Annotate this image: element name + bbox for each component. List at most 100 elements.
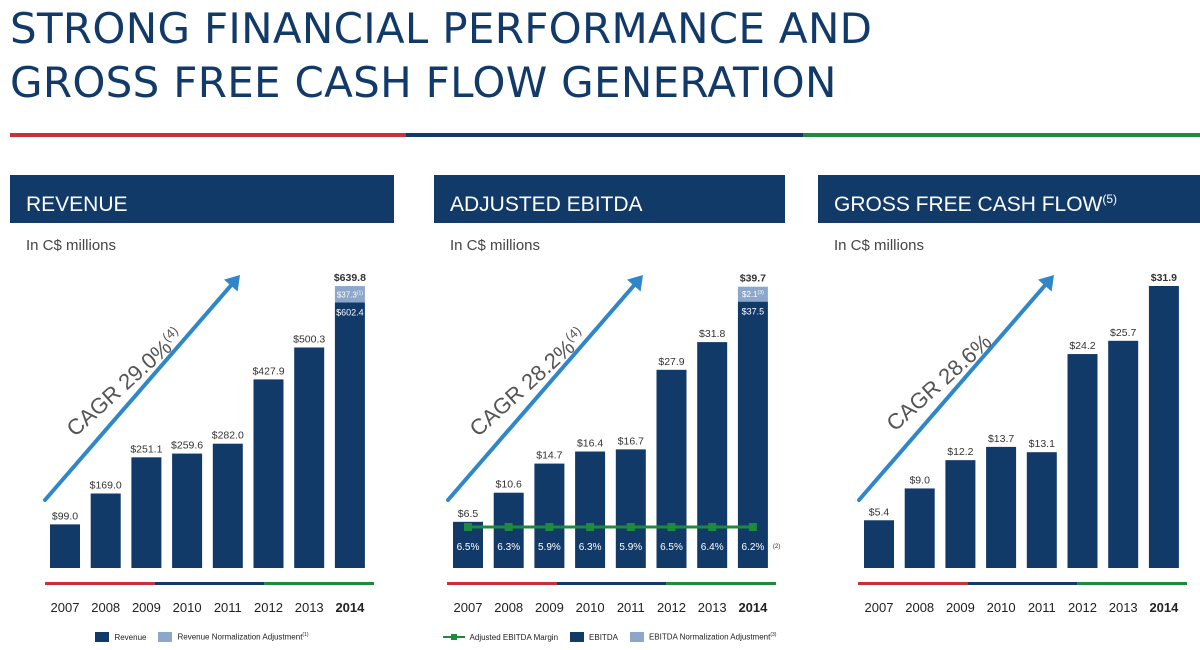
ebitda-margin-label: 6.3%: [579, 542, 602, 553]
revenue-value-label: $259.6: [171, 440, 203, 452]
revenue-legend-label: Revenue Normalization Adjustment(1): [177, 632, 309, 642]
ebitda-legend: Adjusted EBITDA Margin EBITDA EBITDA Norma…: [434, 632, 785, 642]
ebitda-adjustment-label: $2.1(3): [742, 290, 764, 299]
ebitda-bar: [575, 451, 606, 568]
page-title-line-1: STRONG FINANCIAL PERFORMANCE AND: [10, 4, 873, 53]
revenue-legend-item: Revenue: [95, 632, 146, 642]
ebitda-value-label: $6.5: [458, 508, 479, 520]
revenue-axis-segment: [154, 582, 265, 585]
revenue-subtitle: In C$ millions: [26, 237, 117, 254]
gfcf-value-label: $12.2: [947, 446, 973, 458]
ebitda-legend-item: Adjusted EBITDA Margin: [442, 632, 559, 642]
revenue-legend-swatch: [158, 632, 173, 642]
divider-green: [803, 133, 1200, 137]
ebitda-legend-item: EBITDA: [570, 632, 618, 642]
revenue-bar: [131, 457, 162, 568]
gfcf-bar: [1067, 354, 1098, 568]
gfcf-bar: [945, 460, 976, 568]
gfcf-bar: [904, 488, 935, 568]
ebitda-legend-swatch: [570, 632, 585, 642]
gfcf-value-label: $5.4: [869, 506, 890, 518]
ebitda-margin-note: (2): [773, 544, 780, 550]
ebitda-legend-label: EBITDA: [589, 632, 618, 642]
ebitda-chart: CAGR 28.2%(4) $6.5 2007 $10.6 2008 $14.7 2009 $…: [446, 273, 780, 615]
ebitda-cagr-note: (4): [562, 323, 584, 345]
revenue-bar: [172, 453, 203, 568]
gfcf-year-label: 2013: [1109, 600, 1138, 615]
ebitda-margin-point: [464, 523, 472, 531]
ebitda-bar: [697, 342, 728, 568]
ebitda-year-label: 2011: [617, 600, 645, 615]
ebitda-margin-point: [667, 523, 676, 531]
revenue-value-label: $427.9: [252, 365, 284, 377]
ebitda-legend-item: EBITDA Normalization Adjustment(3): [629, 632, 777, 642]
ebitda-margin-point: [626, 523, 635, 531]
ebitda-panel-title: ADJUSTED EBITDA: [450, 193, 643, 216]
ebitda-margin-point: [545, 523, 554, 531]
ebitda-axis-segment: [666, 582, 776, 585]
ebitda-value-label: $10.6: [496, 479, 522, 491]
gfcf-subtitle: In C$ millions: [834, 237, 925, 254]
gfcf-value-label: $31.9: [1151, 272, 1177, 284]
ebitda-margin-point: [748, 523, 757, 531]
revenue-value-label: $99.0: [52, 510, 78, 522]
gfcf-value-label: $13.1: [1029, 438, 1055, 450]
ebitda-margin-label: 5.9%: [538, 542, 561, 553]
ebitda-margin-label: 6.4%: [701, 542, 724, 553]
ebitda-margin-label: 6.5%: [660, 542, 683, 553]
revenue-panel-title: REVENUE: [26, 193, 128, 216]
divider-navy: [406, 133, 803, 137]
gfcf-panel-header: GROSS FREE CASH FLOW(5): [818, 175, 1200, 223]
ebitda-axis-segment: [447, 582, 557, 585]
gfcf-year-label: 2009: [946, 600, 975, 615]
ebitda-value-label: $16.4: [577, 438, 603, 450]
ebitda-value-label: $14.7: [536, 450, 562, 462]
ebitda-panel: ADJUSTED EBITDA In C$ millions CAGR 28.2…: [434, 175, 785, 650]
revenue-adjustment-note: (1): [357, 290, 363, 296]
revenue-year-label: 2010: [173, 600, 202, 615]
gfcf-axis-segment: [1077, 582, 1187, 585]
revenue-value-label: $251.1: [130, 443, 162, 455]
ebitda-year-label: 2012: [657, 600, 686, 615]
ebitda-margin-point: [504, 523, 513, 531]
ebitda-year-label: 2013: [698, 600, 727, 615]
ebitda-year-label: 2008: [494, 600, 523, 615]
ebitda-cagr-arrow-head: [627, 275, 643, 292]
gfcf-value-label: $13.7: [988, 433, 1014, 445]
ebitda-legend-note: (3): [770, 632, 777, 639]
ebitda-margin-label: 5.9%: [619, 542, 642, 553]
ebitda-cagr-arrow-shaft: [446, 283, 636, 502]
ebitda-margin-label: 6.5%: [457, 542, 480, 553]
page-title: STRONG FINANCIAL PERFORMANCE AND GROSS F…: [10, 2, 872, 110]
ebitda-adjustment-bar: [737, 286, 768, 302]
revenue-value-label: $169.0: [90, 480, 122, 492]
ebitda-base-value-label: $37.5: [742, 307, 765, 317]
revenue-bar: [212, 443, 243, 568]
ebitda-legend-label: EBITDA Normalization Adjustment(3): [648, 632, 777, 642]
revenue-value-label: $639.8: [334, 272, 366, 284]
gfcf-bar: [986, 446, 1017, 568]
gfcf-cagr-arrow-shaft: [857, 283, 1047, 502]
gfcf-cagr-label: CAGR 28.6%: [882, 329, 997, 436]
ebitda-legend-swatch: [629, 632, 644, 642]
revenue-legend-swatch: [95, 632, 110, 642]
gfcf-year-label: 2010: [987, 600, 1016, 615]
revenue-year-label: 2014: [335, 600, 365, 615]
ebitda-axis-segment: [556, 582, 667, 585]
ebitda-margin-label: 6.2%: [742, 542, 765, 553]
ebitda-legend-label: Adjusted EBITDA Margin: [469, 632, 559, 642]
revenue-year-label: 2009: [132, 600, 161, 615]
ebitda-adjustment-note: (3): [758, 290, 764, 296]
gfcf-value-label: $24.2: [1069, 340, 1095, 352]
revenue-legend-note: (1): [302, 632, 309, 639]
divider-red: [10, 133, 406, 137]
revenue-year-label: 2008: [91, 600, 120, 615]
revenue-bar: [90, 493, 121, 568]
revenue-legend: Revenue Revenue Normalization Adjustment(…: [10, 632, 394, 642]
gfcf-year-label: 2007: [865, 600, 894, 615]
revenue-cagr-note: (4): [159, 323, 181, 345]
gfcf-title-note: (5): [1102, 192, 1118, 206]
revenue-panel-header: REVENUE: [10, 175, 394, 223]
revenue-cagr-label: CAGR 29.0%(4): [61, 323, 188, 441]
gfcf-value-label: $9.0: [909, 474, 930, 486]
